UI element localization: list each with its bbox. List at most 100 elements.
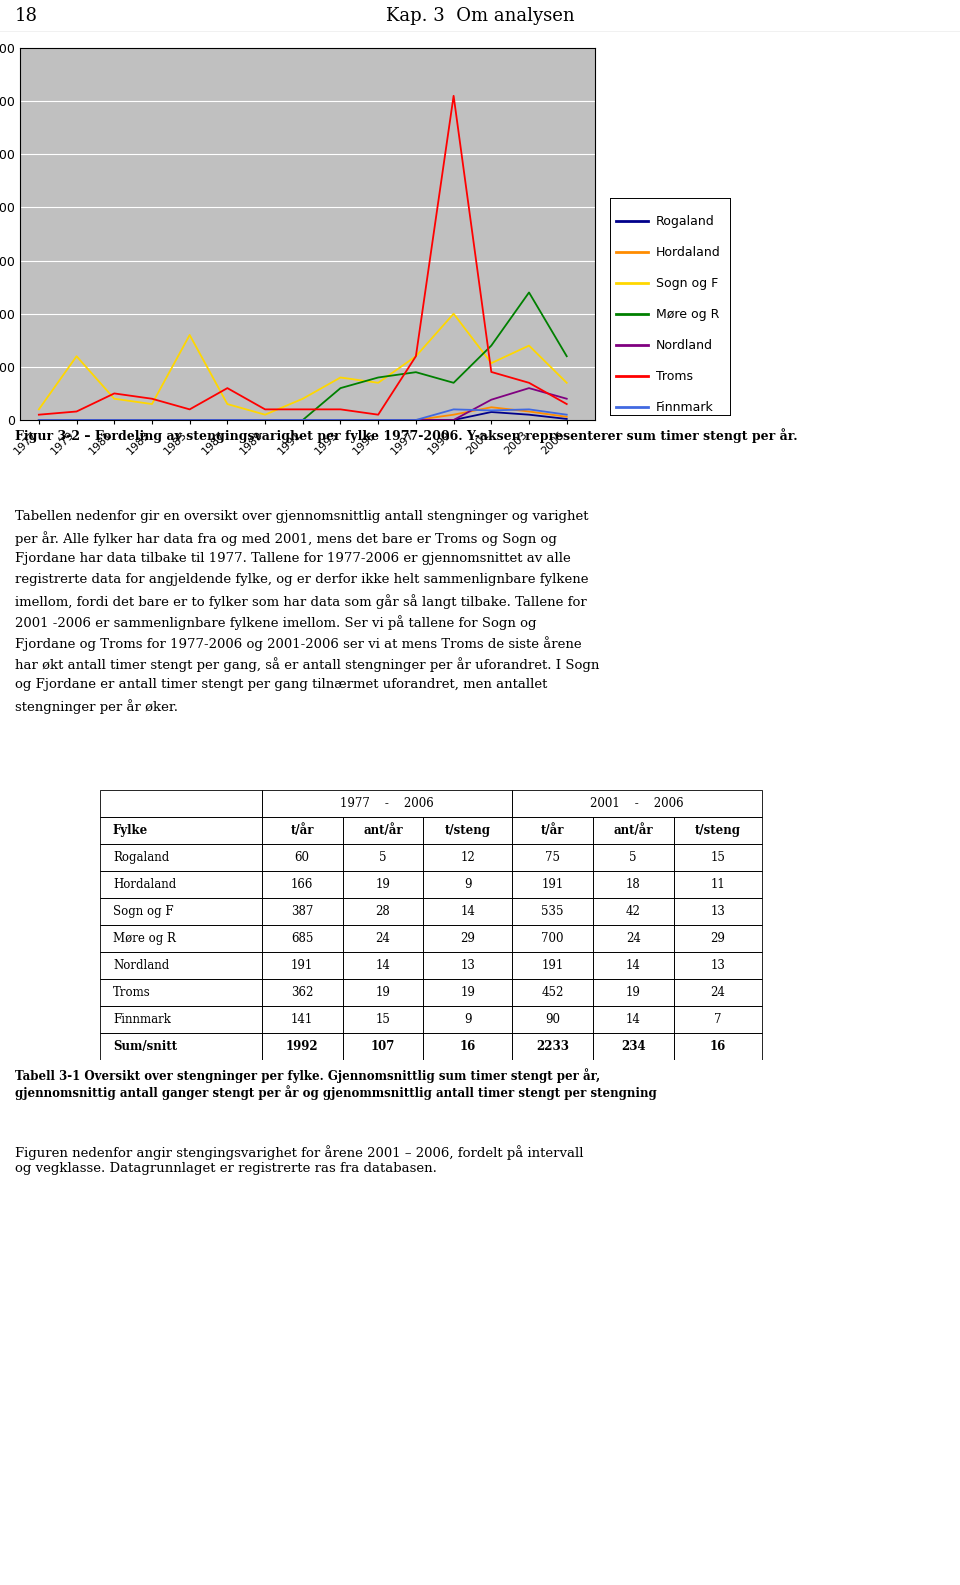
Text: Figur 3-2 – Fordeling av stengingsvarighet per fylke 1977-2006. Y-aksen represen: Figur 3-2 – Fordeling av stengingsvarigh… [15,428,798,442]
Troms [335,399,347,418]
Text: Nordland: Nordland [113,959,169,972]
Bar [674,953,762,980]
Text: 28: 28 [375,905,391,918]
Bar [262,816,343,843]
Text: 2001    -    2006: 2001 - 2006 [590,797,684,810]
Text: Troms: Troms [113,986,151,999]
Bar [592,953,674,980]
Hordaland [523,403,535,422]
Sogn og F [297,390,308,409]
Text: Figuren nedenfor angir stengingsvarighet for årene 2001 – 2006, fordelt på inter: Figuren nedenfor angir stengingsvarighet… [15,1144,584,1174]
Bar [262,789,512,816]
Nordland [259,411,271,430]
Sogn og F [335,368,347,387]
Text: 2001 -2006 er sammenlignbare fylkene imellom. Ser vi på tallene for Sogn og: 2001 -2006 er sammenlignbare fylkene ime… [15,615,537,629]
Troms [71,403,83,422]
Text: 90: 90 [545,1013,560,1025]
Bar [512,980,593,1006]
Bar [592,872,674,899]
Bar [100,872,262,899]
Text: 7: 7 [714,1013,722,1025]
Text: Finnmark: Finnmark [113,1013,171,1025]
Sogn og F [184,325,196,344]
Sogn og F [410,347,421,366]
Text: 452: 452 [541,986,564,999]
Text: 191: 191 [541,878,564,891]
Bar [592,816,674,843]
Text: 2233: 2233 [536,1040,569,1052]
Text: t/år: t/år [290,824,314,837]
Møre og R [448,374,460,393]
Line: Nordland: Nordland [38,388,566,420]
Bar [343,1033,423,1060]
Møre og R [33,411,44,430]
Text: 75: 75 [545,851,560,864]
Hordaland [335,411,347,430]
Bar [592,1033,674,1060]
Text: 19: 19 [626,986,640,999]
Bar [592,926,674,953]
Text: 14: 14 [626,1013,640,1025]
Nordland [146,411,157,430]
Bar [592,843,674,872]
Finnmark [523,399,535,418]
Bar [423,980,512,1006]
Text: Fjordane har data tilbake til 1977. Tallene for 1977-2006 er gjennomsnittet av a: Fjordane har data tilbake til 1977. Tall… [15,552,571,564]
Nordland [297,411,308,430]
Hordaland [486,398,497,417]
Bar [674,816,762,843]
Bar [343,872,423,899]
Text: t/år: t/år [540,824,564,837]
Finnmark [410,411,421,430]
Troms [486,363,497,382]
Rogaland [297,411,308,430]
Bar [343,926,423,953]
Bar [423,816,512,843]
Sogn og F [71,347,83,366]
Finnmark [486,401,497,420]
Text: 1977    -    2006: 1977 - 2006 [340,797,434,810]
Bar [100,1006,262,1033]
Finnmark [184,411,196,430]
Hordaland [410,411,421,430]
Finnmark [259,411,271,430]
Text: 5: 5 [379,851,387,864]
Bar [343,816,423,843]
Bar [100,1033,262,1060]
Rogaland [222,411,233,430]
Troms [108,384,120,403]
Bar [100,816,262,843]
Text: 362: 362 [291,986,313,999]
Text: Tabell 3-1 Oversikt over stengninger per fylke. Gjennomsnittlig sum timer stengt: Tabell 3-1 Oversikt over stengninger per… [15,1068,657,1100]
Møre og R [108,411,120,430]
Bar [423,1006,512,1033]
Text: Hordaland: Hordaland [656,246,720,258]
Line: Rogaland: Rogaland [38,412,566,420]
Hordaland [259,411,271,430]
Text: 700: 700 [541,932,564,945]
Bar [343,843,423,872]
Troms [259,399,271,418]
Text: t/steng: t/steng [695,824,741,837]
Hordaland [33,411,44,430]
Bar [423,872,512,899]
Bar [674,872,762,899]
Text: 29: 29 [710,932,726,945]
Text: 29: 29 [460,932,475,945]
Text: 14: 14 [460,905,475,918]
Bar [512,872,593,899]
Bar [343,899,423,926]
Nordland [33,411,44,430]
Møre og R [71,411,83,430]
Nordland [108,411,120,430]
Bar [512,816,593,843]
Bar [262,1006,343,1033]
Hordaland [108,411,120,430]
Nordland [448,411,460,430]
Nordland [410,411,421,430]
Møre og R [372,368,384,387]
Finnmark [71,411,83,430]
Hordaland [222,411,233,430]
Nordland [71,411,83,430]
Bar [343,980,423,1006]
